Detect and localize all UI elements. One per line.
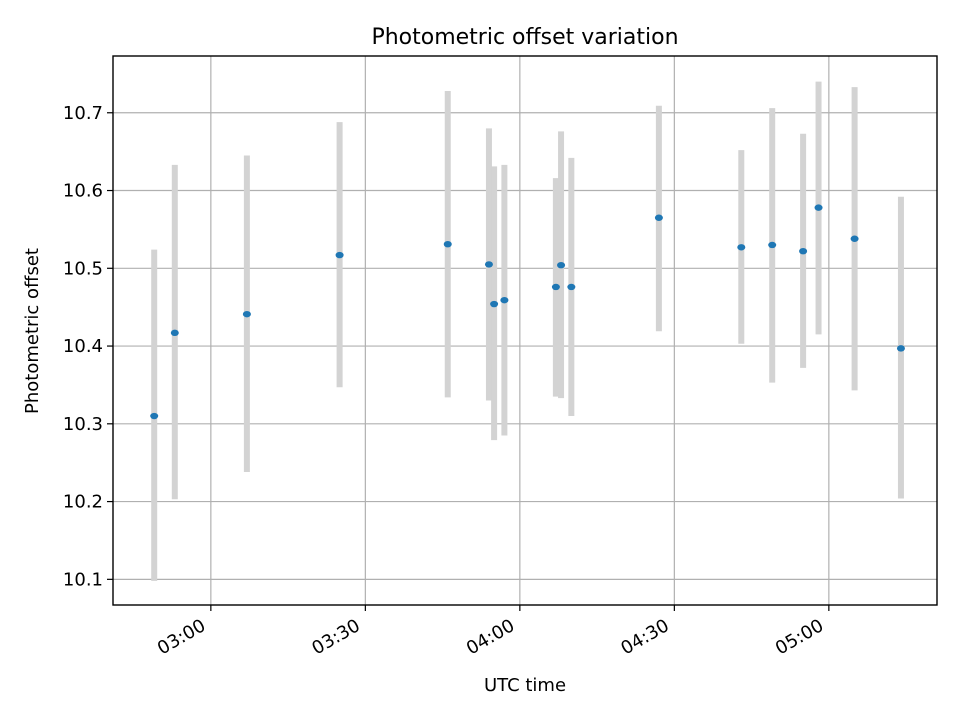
data-point [799,247,808,255]
data-point [768,241,777,249]
plot-frame [112,55,938,606]
data-point [242,310,251,318]
data-point [500,296,509,304]
data-point [551,283,560,291]
data-point [484,261,493,268]
data-point [814,204,823,211]
y-tick-label: 10.3 [63,414,103,435]
y-tick-label: 10.2 [63,492,103,513]
data-point [850,235,859,242]
x-tick-label: 03:30 [308,615,363,659]
data-point [557,261,566,269]
x-tick-label: 04:30 [617,615,672,659]
y-tick-label: 10.6 [63,181,103,202]
x-tick-label: 03:00 [154,615,209,659]
data-points [150,204,905,420]
x-tick-label: 04:00 [463,615,518,659]
data-point [654,214,663,221]
y-tick-label: 10.5 [63,258,103,279]
data-point [150,412,159,420]
axes [112,55,938,606]
y-tick-label: 10.4 [63,336,103,357]
gridlines [113,56,937,605]
x-tick-label: 05:00 [772,615,827,659]
data-point [443,240,452,248]
x-axis-label: UTC time [484,675,566,696]
y-tick-label: 10.1 [63,569,103,590]
data-point [170,329,179,337]
data-point [737,244,746,251]
data-point [896,345,905,352]
chart-title: Photometric offset variation [371,25,678,50]
y-tick-label: 10.7 [63,103,103,124]
error-bars [151,81,904,581]
x-axis-ticks: 03:00 03:30 04:00 04:30 05:00 [154,605,830,659]
y-axis-ticks: 10.1 10.2 10.3 10.4 10.5 10.6 10.7 [63,103,113,590]
data-point [335,251,344,259]
data-point [490,300,499,308]
y-axis-label: Photometric offset [22,248,43,414]
data-point [567,283,576,291]
